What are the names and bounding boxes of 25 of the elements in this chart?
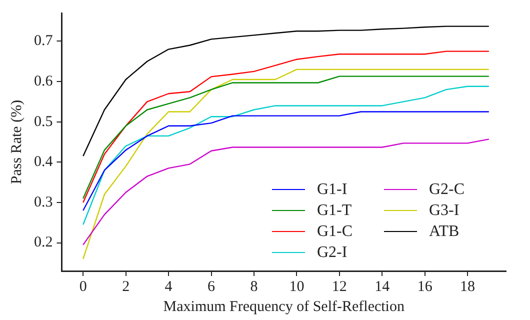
y-tick-label: 0.5 (34, 114, 53, 130)
y-tick-label: 0.3 (34, 194, 53, 210)
x-tick-label: 16 (417, 278, 433, 295)
legend-label: G2-C (429, 180, 465, 198)
legend-label: ATB (429, 222, 460, 240)
x-axis-title: Maximum Frequency of Self-Reflection (163, 298, 405, 315)
legend-label: G1-T (317, 202, 352, 220)
y-tick-label: 0.4 (34, 154, 54, 170)
legend-label: G3-I (429, 202, 460, 220)
x-tick-label: 6 (208, 278, 216, 295)
x-tick-label: 18 (460, 278, 476, 295)
y-tick-label: 0.2 (34, 234, 53, 251)
legend-label: G1-C (317, 222, 353, 240)
x-tick-label: 2 (122, 278, 130, 295)
y-tick-label: 0.6 (34, 73, 54, 90)
x-tick-label: 0 (79, 278, 87, 295)
x-tick-label: 10 (289, 278, 304, 295)
x-tick-label: 12 (332, 278, 347, 295)
y-tick-label: 0.7 (34, 33, 54, 50)
legend-label: G2-I (317, 244, 348, 262)
x-tick-label: 4 (164, 278, 173, 295)
y-axis-title: Pass Rate (%) (8, 100, 25, 184)
legend-label: G1-I (317, 180, 348, 198)
x-tick-label: 14 (374, 278, 390, 295)
x-tick-label: 8 (250, 278, 258, 295)
